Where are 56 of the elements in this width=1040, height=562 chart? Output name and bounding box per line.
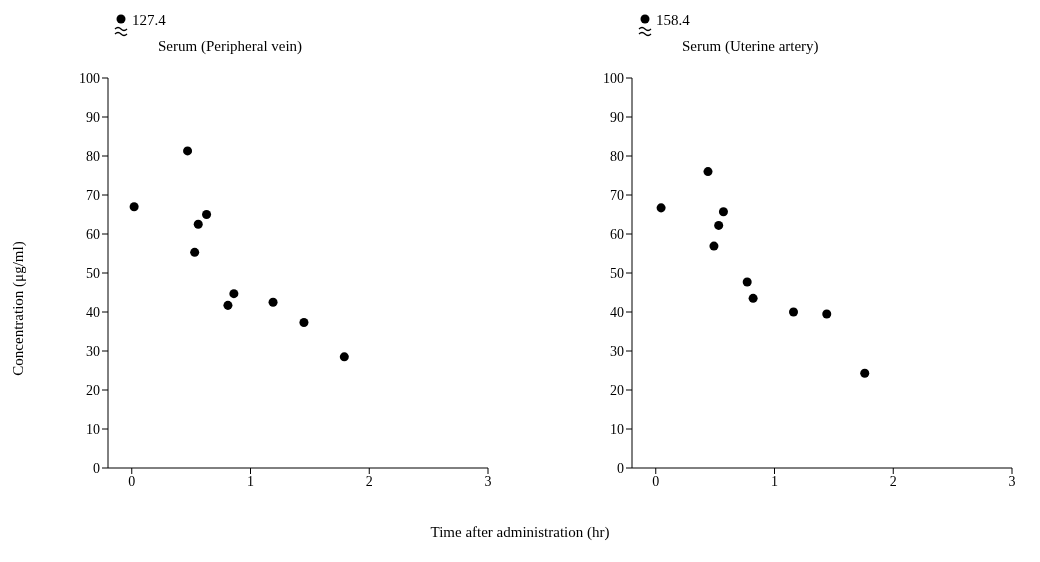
x-tick-label: 2 xyxy=(889,473,897,489)
x-tick-label: 0 xyxy=(652,473,660,489)
y-tick-label: 60 xyxy=(610,226,624,242)
x-tick-label: 2 xyxy=(365,473,373,489)
point xyxy=(748,293,758,303)
point xyxy=(202,209,212,220)
y-tick-label: 70 xyxy=(610,187,624,203)
chart-title: Serum (Peripheral vein) xyxy=(158,38,303,55)
point xyxy=(709,241,719,251)
point xyxy=(193,219,203,229)
point xyxy=(299,318,309,328)
y-tick-label: 60 xyxy=(86,226,100,242)
x-tick-label: 3 xyxy=(484,473,492,489)
text: 127.4 xyxy=(132,12,166,29)
y-tick-label: 0 xyxy=(617,460,624,476)
y-tick-label: 70 xyxy=(86,187,100,203)
point xyxy=(129,202,139,212)
y-tick-label: 20 xyxy=(610,382,624,398)
y-tick-label: 100 xyxy=(603,70,624,86)
y-tick-label: 50 xyxy=(86,265,100,281)
y-tick-label: 40 xyxy=(610,304,624,320)
y-tick-label: 80 xyxy=(86,148,100,164)
y-tick-label: 80 xyxy=(610,148,624,164)
y-tick-label: 90 xyxy=(610,109,624,125)
x-axis-title: Time after administration (hr) xyxy=(429,524,611,541)
point xyxy=(860,368,870,378)
chart-title: Serum (Uterine artery) xyxy=(682,38,819,55)
point xyxy=(229,289,239,299)
point xyxy=(190,247,200,257)
x-tick-label: 0 xyxy=(128,473,136,489)
y-tick-label: 0 xyxy=(93,460,100,476)
point xyxy=(223,300,233,310)
y-tick-label: 90 xyxy=(86,109,100,125)
point xyxy=(703,167,713,177)
point xyxy=(268,297,278,307)
point xyxy=(718,207,728,217)
y-tick-label: 50 xyxy=(610,265,624,281)
y-tick-label: 10 xyxy=(86,421,100,437)
point xyxy=(714,220,724,230)
y-axis-title: Concentration (μg/ml) xyxy=(9,240,27,376)
y-tick-label: 100 xyxy=(79,70,100,86)
point xyxy=(742,277,752,287)
x-tick-label: 3 xyxy=(1008,473,1016,489)
y-tick-label: 30 xyxy=(86,343,100,359)
x-tick-label: 1 xyxy=(247,473,254,489)
point xyxy=(788,307,799,317)
y-tick-label: 30 xyxy=(610,343,624,359)
x-tick-label: 1 xyxy=(771,473,778,489)
y-tick-label: 40 xyxy=(86,304,100,320)
point xyxy=(183,146,193,156)
point xyxy=(339,352,349,362)
y-tick-label: 20 xyxy=(86,382,100,398)
y-tick-label: 10 xyxy=(610,421,624,437)
point xyxy=(656,203,666,213)
text: 158.4 xyxy=(656,12,690,29)
point xyxy=(822,309,832,319)
